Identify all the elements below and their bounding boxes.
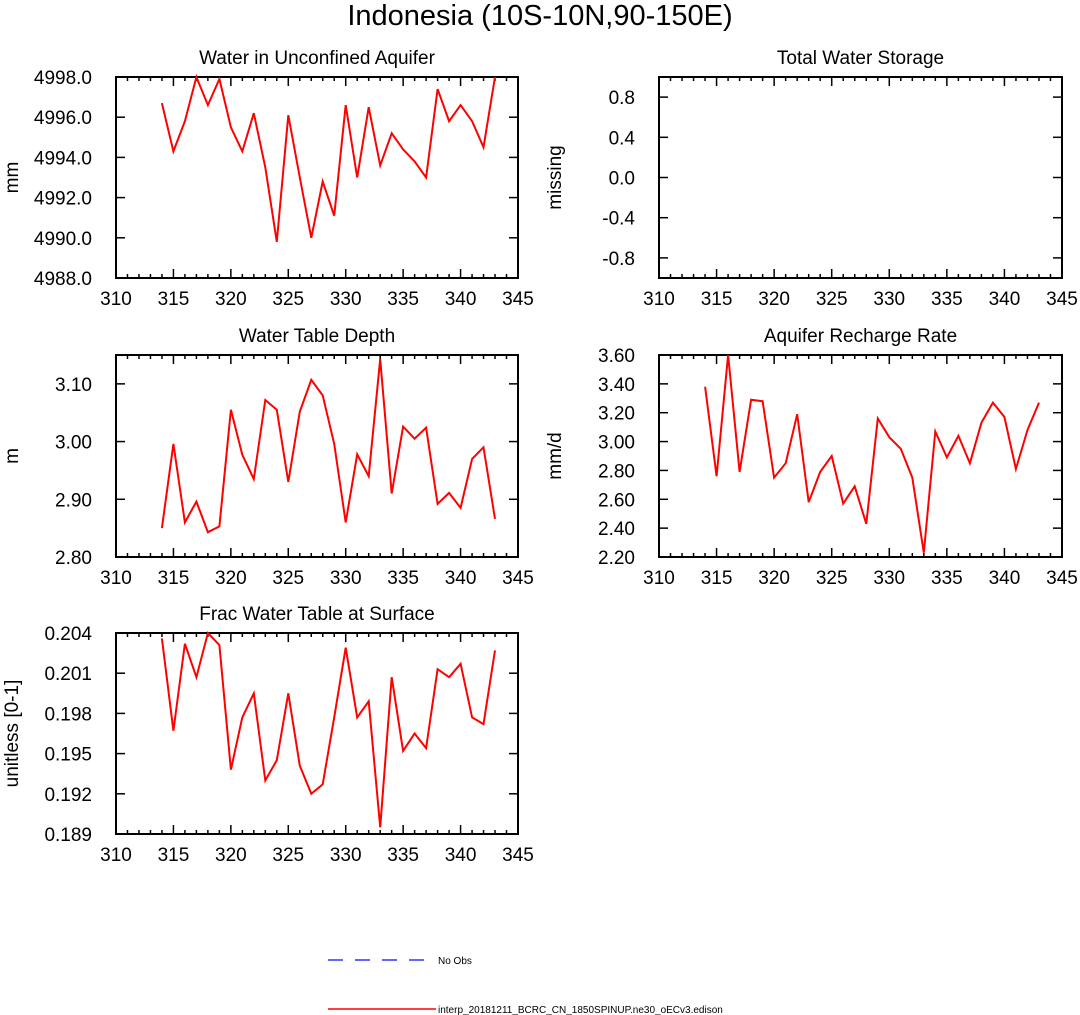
y-tick-label: 3.60 xyxy=(598,346,635,367)
x-tick-label: 335 xyxy=(387,845,419,866)
x-tick-label: 325 xyxy=(816,568,848,589)
x-tick-label: 310 xyxy=(643,568,675,589)
y-tick-label: 4992.0 xyxy=(34,189,92,210)
y-tick-label: 0.204 xyxy=(44,624,92,645)
y-axis-label: m xyxy=(2,448,23,464)
plot-frame xyxy=(115,632,519,835)
x-tick-label: 315 xyxy=(158,568,190,589)
y-tick-label: 2.40 xyxy=(598,519,635,540)
panel-aquifer-recharge-rate: Aquifer Recharge Rate mm/d 310 315 320 325 330… xyxy=(545,326,1078,589)
panel-frac-water-table-at-surface: Frac Water Table at Surface unitless [0-1… xyxy=(2,604,534,866)
x-tick-label: 335 xyxy=(931,289,963,310)
x-tick-label: 340 xyxy=(445,289,477,310)
series-line-model xyxy=(160,358,496,534)
x-tick-label: 310 xyxy=(100,289,132,310)
x-tick-label: 320 xyxy=(758,289,790,310)
x-tick-label: 310 xyxy=(100,845,132,866)
plot-frame xyxy=(658,76,1063,279)
x-tick-label: 310 xyxy=(100,568,132,589)
figure-title: Indonesia (10S-10N,90-150E) xyxy=(347,0,732,32)
x-tick-label: 315 xyxy=(701,568,733,589)
x-tick-label: 330 xyxy=(330,289,362,310)
x-tick-label: 315 xyxy=(701,289,733,310)
y-tick-label: 2.80 xyxy=(598,461,635,482)
legend-obs-label: No Obs xyxy=(438,956,472,967)
x-tick-label: 320 xyxy=(215,289,247,310)
panel-title: Total Water Storage xyxy=(777,48,944,69)
panel-total-water-storage: Total Water Storage missing 310 315 320 325 33… xyxy=(545,48,1078,310)
y-axis-label: unitless [0-1] xyxy=(2,680,23,788)
x-tick-label: 340 xyxy=(445,568,477,589)
series-line-model xyxy=(704,354,1040,553)
y-tick-label: 3.20 xyxy=(598,404,635,425)
y-tick-label: 0.189 xyxy=(44,825,92,846)
x-tick-label: 320 xyxy=(215,845,247,866)
x-tick-label: 330 xyxy=(330,568,362,589)
panels: Water in Unconfined Aquifer mm 310 315 320 32… xyxy=(2,48,1078,866)
y-tick-label: 4990.0 xyxy=(34,229,92,250)
y-tick-label: 0.4 xyxy=(609,128,636,149)
y-tick-label: 0.198 xyxy=(44,704,92,725)
plot-frame xyxy=(115,354,519,558)
x-tick-label: 325 xyxy=(272,289,304,310)
panel-water-in-unconfined-aquifer: Water in Unconfined Aquifer mm 310 315 320 32… xyxy=(2,48,534,310)
x-tick-label: 315 xyxy=(158,289,190,310)
plot-frame xyxy=(115,76,519,279)
x-tick-label: 345 xyxy=(1046,289,1078,310)
series-line-model xyxy=(160,631,496,828)
x-tick-label: 345 xyxy=(502,568,534,589)
y-tick-label: 3.40 xyxy=(598,375,635,396)
x-tick-label: 320 xyxy=(215,568,247,589)
y-tick-label: 4996.0 xyxy=(34,108,92,129)
x-tick-label: 310 xyxy=(643,289,675,310)
y-tick-label: 4988.0 xyxy=(34,269,92,290)
x-tick-label: 335 xyxy=(931,568,963,589)
legend: No Obs interp_20181211_BCRC_CN_1850SPINU… xyxy=(328,956,723,1015)
x-tick-label: 330 xyxy=(873,289,905,310)
series-line-model xyxy=(160,73,496,242)
x-tick-label: 345 xyxy=(502,845,534,866)
y-tick-label: 3.10 xyxy=(55,375,92,396)
x-tick-label: 340 xyxy=(445,845,477,866)
y-tick-label: 3.00 xyxy=(598,433,635,454)
x-tick-label: 315 xyxy=(158,845,190,866)
y-tick-label: 0.192 xyxy=(44,785,92,806)
x-tick-label: 340 xyxy=(989,289,1021,310)
x-tick-label: 345 xyxy=(502,289,534,310)
panel-title: Aquifer Recharge Rate xyxy=(764,326,957,347)
panel-title: Water in Unconfined Aquifer xyxy=(199,48,436,69)
y-tick-label: 0.201 xyxy=(44,664,92,685)
y-tick-label: -0.8 xyxy=(602,249,635,270)
y-axis-label: mm/d xyxy=(545,432,566,480)
y-tick-label: 2.60 xyxy=(598,490,635,511)
x-tick-label: 340 xyxy=(989,568,1021,589)
plot-frame xyxy=(658,354,1063,558)
x-tick-label: 335 xyxy=(387,289,419,310)
panel-title: Frac Water Table at Surface xyxy=(199,604,435,625)
panel-title: Water Table Depth xyxy=(239,326,395,347)
y-tick-label: 2.20 xyxy=(598,548,635,569)
legend-model-label: interp_20181211_BCRC_CN_1850SPINUP.ne30_… xyxy=(438,1005,723,1015)
x-tick-label: 335 xyxy=(387,568,419,589)
y-tick-label: 2.90 xyxy=(55,490,92,511)
x-tick-label: 325 xyxy=(272,845,304,866)
x-tick-label: 325 xyxy=(272,568,304,589)
y-tick-label: -0.4 xyxy=(602,209,635,230)
y-axis-label: mm xyxy=(2,162,23,194)
y-tick-label: 4994.0 xyxy=(34,148,92,169)
y-tick-label: 3.00 xyxy=(55,433,92,454)
y-axis-label: missing xyxy=(545,145,566,209)
y-tick-label: 0.0 xyxy=(609,169,635,190)
y-tick-label: 0.8 xyxy=(609,88,635,109)
y-tick-label: 0.195 xyxy=(44,745,92,766)
y-tick-label: 4998.0 xyxy=(34,68,92,89)
x-tick-label: 345 xyxy=(1046,568,1078,589)
y-tick-label: 2.80 xyxy=(55,548,92,569)
x-tick-label: 330 xyxy=(330,845,362,866)
x-tick-label: 320 xyxy=(758,568,790,589)
panel-water-table-depth: Water Table Depth m 310 315 320 325 330 335 340 3… xyxy=(2,326,534,589)
x-tick-label: 325 xyxy=(816,289,848,310)
x-tick-label: 330 xyxy=(873,568,905,589)
